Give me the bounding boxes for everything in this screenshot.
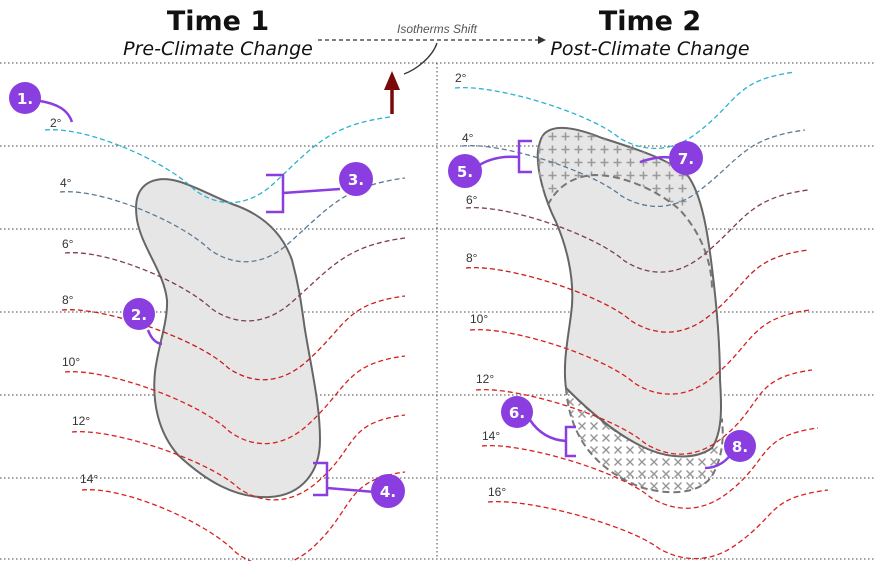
isotherm-lines-time2: [454, 71, 829, 560]
left-isotherm-line: [64, 237, 406, 322]
shift-label: Isotherms Shift: [397, 22, 478, 36]
time1-subtitle: Pre-Climate Change: [123, 38, 313, 60]
callout-line-2: [146, 329, 163, 346]
isotherm-label-left-1: 2°: [50, 116, 62, 130]
isotherm-label-left-2: 4°: [60, 176, 72, 190]
isotherm-shift-arrow: Isotherms Shift: [318, 22, 546, 75]
callout-bracket-3: [266, 173, 341, 214]
species-range-time1: [135, 178, 322, 499]
isotherm-label-left-3: 6°: [62, 237, 74, 251]
svg-text:1.: 1.: [17, 90, 33, 108]
marker-4: 4.: [371, 474, 405, 508]
right-isotherm-line: [454, 71, 796, 150]
range-expansion-area: [537, 127, 692, 210]
left-isotherm-line: [81, 471, 406, 561]
svg-text:8.: 8.: [732, 438, 748, 456]
isotherm-label-left-6: 12°: [72, 414, 90, 428]
left-isotherm-line: [71, 414, 406, 501]
left-isotherm-line: [64, 355, 406, 445]
callout-bracket-5: [477, 139, 532, 174]
isotherm-label-left-4: 8°: [62, 293, 74, 307]
svg-text:2.: 2.: [131, 306, 147, 324]
left-panel: 2° 4° 6° 8° 10° 12° 14° 1. 2. 3. 4.: [9, 82, 406, 561]
left-isotherm-line: [44, 116, 391, 204]
time1-title: Time 1: [167, 6, 269, 37]
isotherm-label-left-7: 14°: [80, 472, 98, 486]
isotherm-label-right-4: 8°: [466, 251, 478, 265]
marker-2: 2.: [123, 298, 155, 330]
right-isotherm-line: [461, 129, 806, 208]
right-isotherm-line: [465, 249, 809, 333]
marker-1: 1.: [9, 82, 41, 114]
svg-text:7.: 7.: [678, 150, 694, 168]
svg-text:3.: 3.: [348, 171, 364, 189]
right-isotherm-line: [475, 369, 813, 455]
marker-3: 3.: [339, 162, 373, 196]
callout-bracket-4: [313, 461, 376, 497]
right-panel: 2° 4° 6° 8° 10° 12° 14° 16° 5. 6. 7. 8.: [448, 71, 829, 560]
isotherm-label-right-7: 14°: [482, 429, 500, 443]
marker-7: 7.: [669, 141, 703, 175]
isotherm-label-right-2: 4°: [462, 131, 474, 145]
northward-arrow-icon: [384, 71, 400, 114]
callout-bracket-6: [528, 419, 576, 458]
right-isotherm-line: [487, 489, 829, 560]
isotherm-label-left-5: 10°: [62, 355, 80, 369]
callout-line-1: [39, 99, 74, 123]
isotherm-label-right-8: 16°: [488, 485, 506, 499]
svg-text:6.: 6.: [509, 404, 525, 422]
marker-6: 6.: [501, 396, 533, 428]
isotherm-label-right-1: 2°: [455, 71, 467, 85]
isotherm-label-right-5: 10°: [470, 312, 488, 326]
time2-title: Time 2: [599, 6, 701, 37]
svg-text:4.: 4.: [380, 483, 396, 501]
isotherm-label-right-3: 6°: [466, 193, 478, 207]
marker-8: 8.: [724, 430, 756, 462]
svg-text:5.: 5.: [457, 163, 473, 181]
marker-5: 5.: [448, 154, 482, 188]
grid: [0, 62, 875, 560]
right-isotherm-line: [481, 427, 819, 509]
isotherm-label-right-6: 12°: [476, 372, 494, 386]
time2-subtitle: Post-Climate Change: [550, 38, 749, 60]
former-range-edge: [547, 173, 713, 291]
right-isotherm-line: [469, 309, 811, 395]
